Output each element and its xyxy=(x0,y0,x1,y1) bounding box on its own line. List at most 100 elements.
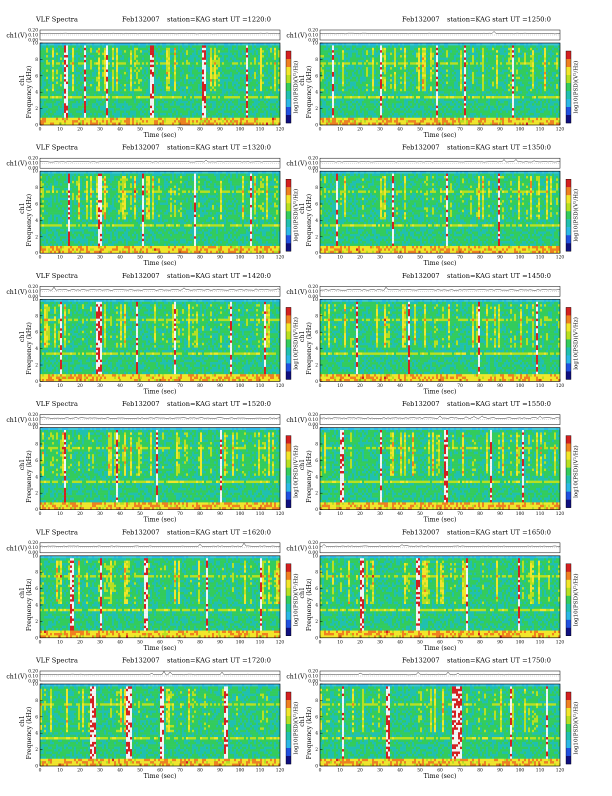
x-axis-label: Time (sec) xyxy=(144,773,177,780)
x-tick-label: 120 xyxy=(276,128,285,133)
spectrogram-heatmap xyxy=(320,299,560,381)
x-tick-label: 80 xyxy=(477,256,483,261)
x-tick-label: 10 xyxy=(57,512,63,517)
y-tick-label: 8 xyxy=(315,58,318,63)
y-tick-label: 6 xyxy=(315,74,318,79)
spectrogram-sheet: VLF Spectra Feb132007 station=KAG start UT… xyxy=(0,0,612,792)
y-tick-label: 2 xyxy=(315,107,318,112)
x-axis-label: Time (sec) xyxy=(424,260,457,267)
x-tick-label: 30 xyxy=(97,128,103,133)
panel-title: VLF Spectra xyxy=(35,272,78,280)
y-tick-label: 2 xyxy=(315,620,318,625)
x-tick-label: 110 xyxy=(256,512,265,517)
y-axis-channel-label: ch1 xyxy=(299,331,306,342)
y-tick-label: 0 xyxy=(35,508,38,513)
y-axis-channel-label: ch1 xyxy=(299,74,306,85)
spectrogram-heatmap xyxy=(320,171,560,253)
x-tick-label: 50 xyxy=(417,384,423,389)
x-tick-label: 70 xyxy=(457,512,463,517)
x-tick-label: 30 xyxy=(377,256,383,261)
strip-tick-label: 0.20 xyxy=(28,669,38,674)
x-tick-label: 0 xyxy=(39,128,42,133)
y-axis-label: Frequency (kHz) xyxy=(306,450,313,503)
x-tick-label: 20 xyxy=(357,384,363,389)
x-tick-label: 40 xyxy=(117,384,123,389)
x-tick-label: 20 xyxy=(77,640,83,645)
x-tick-label: 110 xyxy=(256,384,265,389)
colorbar-label: log10(PSD)(V²/Hz) xyxy=(573,445,580,498)
spectrogram-heatmap xyxy=(40,43,280,125)
x-tick-label: 100 xyxy=(516,384,525,389)
x-tick-label: 50 xyxy=(417,640,423,645)
strip-tick-label: 0.10 xyxy=(28,33,38,38)
x-tick-label: 0 xyxy=(319,512,322,517)
x-tick-label: 50 xyxy=(417,769,423,774)
y-axis-label: Frequency (kHz) xyxy=(306,578,313,631)
x-tick-label: 120 xyxy=(276,640,285,645)
y-axis-channel-label: ch1 xyxy=(19,74,26,85)
x-tick-label: 70 xyxy=(177,512,183,517)
panel-title: VLF Spectra xyxy=(35,657,78,665)
panel-station-time: station=KAG start UT =1550:0 xyxy=(447,400,551,408)
colorbar-label: log10(PSD)(V²/Hz) xyxy=(293,445,300,498)
x-tick-label: 100 xyxy=(516,256,525,261)
x-axis-label: Time (sec) xyxy=(424,517,457,524)
x-tick-label: 40 xyxy=(397,128,403,133)
y-axis-channel-label: ch1 xyxy=(19,587,26,598)
y-tick-label: 8 xyxy=(315,186,318,191)
y-tick-label: 0 xyxy=(315,508,318,513)
x-tick-label: 50 xyxy=(417,128,423,133)
y-tick-label: 0 xyxy=(315,124,318,129)
y-tick-label: 4 xyxy=(35,91,38,96)
x-tick-label: 30 xyxy=(377,640,383,645)
y-tick-label: 0 xyxy=(35,636,38,641)
y-tick-label: 2 xyxy=(315,364,318,369)
x-tick-label: 70 xyxy=(457,128,463,133)
x-tick-label: 70 xyxy=(177,640,183,645)
spectrogram-heatmap xyxy=(320,556,560,638)
x-tick-label: 10 xyxy=(57,640,63,645)
y-tick-label: 0 xyxy=(315,636,318,641)
spectrogram-heatmap xyxy=(40,171,280,253)
colorbar: log10(PSD)(V²/Hz) xyxy=(286,307,300,379)
strip-tick-label: 0.20 xyxy=(28,285,38,290)
panel-date: Feb132007 xyxy=(122,16,160,24)
colorbar-label: log10(PSD)(V²/Hz) xyxy=(573,61,580,114)
x-tick-label: 90 xyxy=(497,769,503,774)
x-tick-label: 40 xyxy=(397,256,403,261)
strip-tick-label: 0.10 xyxy=(308,674,318,679)
panel-station-time: station=KAG start UT =1320:0 xyxy=(167,144,271,152)
y-tick-label: 10 xyxy=(32,554,38,559)
strip-ylabel: ch1(V) xyxy=(286,545,307,552)
colorbar: log10(PSD)(V²/Hz) xyxy=(566,307,580,379)
x-axis-label: Time (sec) xyxy=(424,388,457,395)
y-tick-label: 4 xyxy=(35,219,38,224)
y-axis-channel-label: ch1 xyxy=(19,202,26,213)
y-tick-label: 10 xyxy=(32,426,38,431)
panel-date: Feb132007 xyxy=(402,272,440,280)
y-tick-label: 10 xyxy=(32,42,38,47)
strip-tick-label: 0.10 xyxy=(28,162,38,167)
y-axis-channel-label: ch1 xyxy=(299,715,306,726)
x-tick-label: 10 xyxy=(337,769,343,774)
x-tick-label: 100 xyxy=(516,512,525,517)
y-tick-label: 8 xyxy=(35,443,38,448)
colorbar-label: log10(PSD)(V²/Hz) xyxy=(573,189,580,242)
panel-title: VLF Spectra xyxy=(35,144,78,152)
x-tick-label: 0 xyxy=(39,769,42,774)
y-tick-label: 4 xyxy=(315,475,318,480)
x-tick-label: 70 xyxy=(177,128,183,133)
y-tick-label: 6 xyxy=(315,459,318,464)
strip-tick-label: 0.10 xyxy=(28,546,38,551)
y-tick-label: 2 xyxy=(35,364,38,369)
x-tick-label: 0 xyxy=(319,128,322,133)
